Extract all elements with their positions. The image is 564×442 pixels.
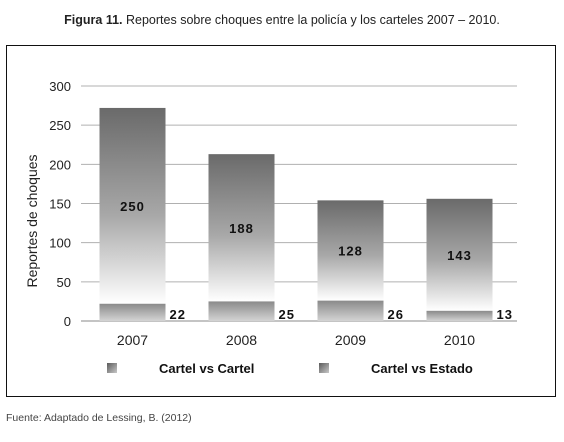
figure-caption: Figura 11. Reportes sobre choques entre … <box>0 13 564 27</box>
chart-frame: 0 50 100 150 200 250 300 250 22 2007 188 25 2008 128 2… <box>6 45 556 397</box>
y-tick-label: 0 <box>64 314 71 329</box>
y-tick-label: 250 <box>49 118 71 133</box>
data-label-cartel-vs-estado: 22 <box>170 307 186 322</box>
data-label-cartel-vs-cartel: 250 <box>120 199 145 214</box>
figure-label: Figura 11. <box>64 13 123 27</box>
y-tick-label: 300 <box>49 79 71 94</box>
data-label-cartel-vs-estado: 13 <box>497 307 513 322</box>
y-tick-label: 50 <box>57 275 71 290</box>
data-label-cartel-vs-estado: 26 <box>388 307 404 322</box>
source-note: Fuente: Adaptado de Lessing, B. (2012) <box>6 412 192 424</box>
bar-cartel-vs-cartel-2010 <box>426 198 493 311</box>
bar-cartel-vs-estado-2007 <box>99 303 166 321</box>
data-label-cartel-vs-estado: 25 <box>279 307 295 322</box>
data-label-cartel-vs-cartel: 188 <box>229 221 254 236</box>
legend-label: Cartel vs Cartel <box>159 361 254 376</box>
x-tick-label: 2009 <box>335 332 366 348</box>
y-tick-label: 100 <box>49 236 71 251</box>
y-axis-label: Reportes de choques <box>24 154 40 287</box>
bar-chart: 0 50 100 150 200 250 300 250 22 2007 188 25 2008 128 2… <box>24 79 517 376</box>
bar-cartel-vs-cartel-2008 <box>208 154 275 302</box>
data-label-cartel-vs-cartel: 128 <box>338 244 363 259</box>
x-tick-label: 2007 <box>117 332 148 348</box>
legend-swatch <box>319 363 329 373</box>
bar-cartel-vs-estado-2008 <box>208 301 275 321</box>
legend-label: Cartel vs Estado <box>371 361 473 376</box>
figure-caption-text: Reportes sobre choques entre la policía … <box>126 13 500 27</box>
y-tick-label: 200 <box>49 157 71 172</box>
y-tick-label: 150 <box>49 197 71 212</box>
x-tick-label: 2008 <box>226 332 257 348</box>
bar-cartel-vs-estado-2010 <box>426 310 493 321</box>
legend-swatch <box>107 363 117 373</box>
bar-cartel-vs-estado-2009 <box>317 300 384 321</box>
data-label-cartel-vs-cartel: 143 <box>447 248 472 263</box>
bar-cartel-vs-cartel-2009 <box>317 200 384 301</box>
x-tick-label: 2010 <box>444 332 475 348</box>
bar-cartel-vs-cartel-2007 <box>99 107 166 304</box>
